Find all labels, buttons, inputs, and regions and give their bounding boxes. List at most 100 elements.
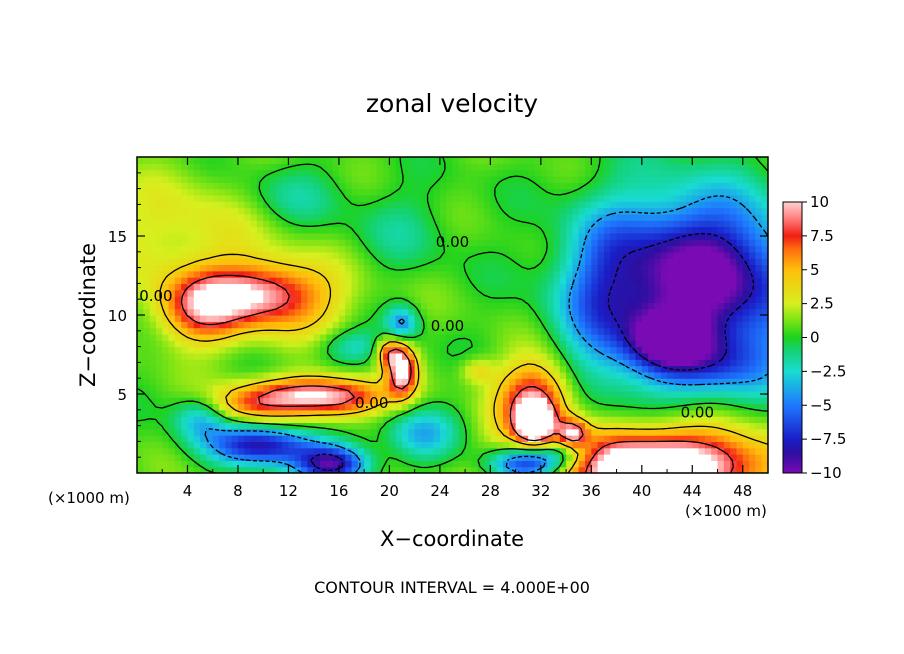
heatmap-cell [389,226,397,234]
heatmap-cell [395,359,403,367]
heatmap-cell [225,315,233,322]
heatmap-cell [673,371,681,379]
heatmap-cell [395,169,403,177]
heatmap-cell [370,207,378,215]
heatmap-cell [496,213,504,221]
heatmap-cell [275,435,283,442]
heatmap-cell [610,201,618,209]
heatmap-cell [685,258,693,266]
heatmap-cell [376,346,384,354]
heatmap-cell [395,371,403,379]
heatmap-cell [534,422,542,430]
heatmap-cell [723,403,731,411]
heatmap-cell [143,188,151,196]
heatmap-cell [616,258,624,266]
heatmap-cell [585,245,592,253]
heatmap-cell [181,435,189,442]
heatmap-cell [629,213,637,221]
heatmap-cell [534,264,542,272]
heatmap-cell [313,220,321,228]
heatmap-cell [736,213,744,221]
heatmap-cell [244,188,252,196]
heatmap-cell [635,232,643,240]
heatmap-cell [193,296,201,303]
heatmap-cell [376,397,384,405]
heatmap-cell [704,359,712,367]
heatmap-cell [515,169,523,177]
heatmap-cell [389,428,397,436]
heatmap-cell [357,289,365,297]
heatmap-cell [244,251,252,259]
heatmap-cell [376,333,384,341]
heatmap-cell [629,207,637,215]
heatmap-cell [465,213,473,221]
heatmap-cell [319,226,327,234]
heatmap-cell [168,245,176,253]
heatmap-cell [629,296,637,303]
heatmap-cell [578,251,586,259]
heatmap-cell [692,416,700,424]
heatmap-cell [761,239,768,247]
heatmap-cell [319,460,327,468]
heatmap-cell [717,466,725,473]
heatmap-cell [168,169,176,177]
heatmap-cell [149,213,157,221]
heatmap-cell [667,201,674,209]
heatmap-cell [181,182,189,190]
heatmap-cell [307,428,315,436]
heatmap-cell [452,403,460,411]
heatmap-cell [237,327,245,335]
heatmap-cell [692,308,700,316]
heatmap-cell [269,397,277,405]
heatmap-cell [585,175,592,183]
heatmap-cell [761,447,768,455]
heatmap-cell [484,182,491,190]
heatmap-cell [591,390,599,398]
heatmap-cell [654,277,662,284]
heatmap-cell [345,264,353,272]
heatmap-cell [414,245,422,253]
heatmap-cell [723,169,731,177]
heatmap-cell [269,175,277,183]
heatmap-cell [484,333,491,341]
heatmap-cell [566,315,573,322]
heatmap-cell [540,409,548,417]
heatmap-cell [395,232,403,240]
heatmap-cell [326,308,334,316]
heatmap-cell [477,239,485,247]
heatmap-cell [282,188,290,196]
heatmap-cell [212,428,220,436]
heatmap-cell [553,207,561,215]
heatmap-cell [402,188,409,196]
heatmap-cell [294,460,302,468]
heatmap-cell [294,390,302,398]
heatmap-cell [603,194,611,202]
heatmap-cell [654,315,662,322]
heatmap-cell [540,340,548,348]
heatmap-cell [294,428,302,436]
heatmap-cell [294,352,302,360]
heatmap-cell [345,435,353,442]
heatmap-cell [490,169,498,177]
heatmap-cell [578,422,586,430]
heatmap-cell [547,308,555,316]
heatmap-cell [641,321,649,329]
heatmap-cell [143,302,151,310]
heatmap-cell [408,378,416,386]
heatmap-cell [622,346,630,354]
heatmap-cell [742,169,750,177]
heatmap-cell [269,409,277,417]
heatmap-cell [502,441,510,449]
heatmap-cell [282,333,290,341]
heatmap-cell [427,289,435,297]
heatmap-cell [332,403,340,411]
heatmap-cell [345,403,353,411]
heatmap-cell [162,201,170,209]
heatmap-cell [591,321,599,329]
heatmap-cell [307,308,315,316]
heatmap-cell [667,302,674,310]
heatmap-cell [420,251,428,259]
heatmap-cell [528,346,536,354]
heatmap-cell [370,384,378,392]
heatmap-cell [137,213,144,221]
